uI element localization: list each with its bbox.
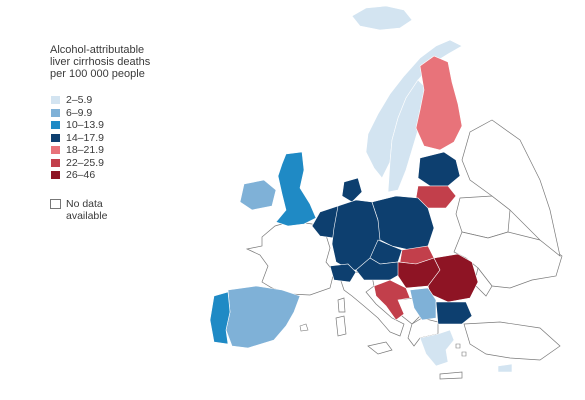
- legend-swatch: [50, 120, 61, 131]
- legend-swatch: [50, 170, 61, 181]
- legend-item: 10–13.9: [50, 119, 180, 132]
- great-britain-region: [275, 151, 317, 227]
- legend-label: 2–5.9: [66, 94, 93, 107]
- iceland-region: [351, 5, 413, 31]
- slovenia-croatia-region: [373, 279, 411, 321]
- legend-label: 14–17.9: [66, 131, 104, 144]
- legend-swatch: [50, 132, 61, 143]
- portugal-region: [209, 291, 231, 345]
- legend-swatch: [50, 95, 61, 106]
- legend-swatch: [50, 145, 61, 156]
- russia-west-outline: [461, 119, 561, 257]
- legend-swatch: [50, 157, 61, 168]
- legend-item: 6–9.9: [50, 107, 180, 120]
- sardinia-outline: [335, 315, 347, 337]
- legend-label: 18–21.9: [66, 144, 104, 157]
- ukraine-outline: [453, 231, 563, 289]
- legend-item: 14–17.9: [50, 132, 180, 145]
- switzerland-region: [329, 263, 357, 283]
- aegean-islands-outline: [455, 343, 467, 357]
- cyprus-region: [497, 363, 513, 373]
- legend-label: 22–25.9: [66, 156, 104, 169]
- legend-item: 18–21.9: [50, 144, 180, 157]
- romania-region: [427, 253, 479, 303]
- legend-label: 6–9.9: [66, 106, 93, 119]
- estonia-latvia-region: [417, 151, 461, 187]
- legend-swatch: [50, 107, 61, 118]
- no-data-label: No data available: [66, 197, 108, 222]
- legend-label: 26–46: [66, 169, 96, 182]
- denmark-region: [341, 177, 363, 203]
- crete-outline: [439, 371, 463, 380]
- legend-classes: 2–5.9 6–9.9 10–13.9 14–17.9 18–21.9 22–2…: [50, 94, 180, 182]
- spain-region: [225, 285, 301, 349]
- finland-region: [415, 55, 463, 151]
- turkey-west-outline: [463, 321, 561, 361]
- legend-item: 22–25.9: [50, 157, 180, 170]
- legend-title: Alcohol-attributable liver cirrhosis dea…: [50, 44, 151, 80]
- ireland-region: [239, 179, 277, 211]
- france-outline: [245, 220, 335, 296]
- bulgaria-region: [435, 301, 473, 325]
- legend-label: 10–13.9: [66, 119, 104, 132]
- serbia-region: [409, 287, 437, 321]
- legend-no-data: No data available: [50, 198, 180, 222]
- corsica-outline: [337, 297, 346, 313]
- sicily-outline: [367, 341, 393, 355]
- map-legend: Alcohol-attributable liver cirrhosis dea…: [50, 44, 180, 222]
- legend-item: 26–46: [50, 169, 180, 182]
- no-data-swatch: [50, 198, 61, 209]
- greece-region: [419, 329, 455, 367]
- legend-item: 2–5.9: [50, 94, 180, 107]
- mallorca-outline: [299, 323, 309, 332]
